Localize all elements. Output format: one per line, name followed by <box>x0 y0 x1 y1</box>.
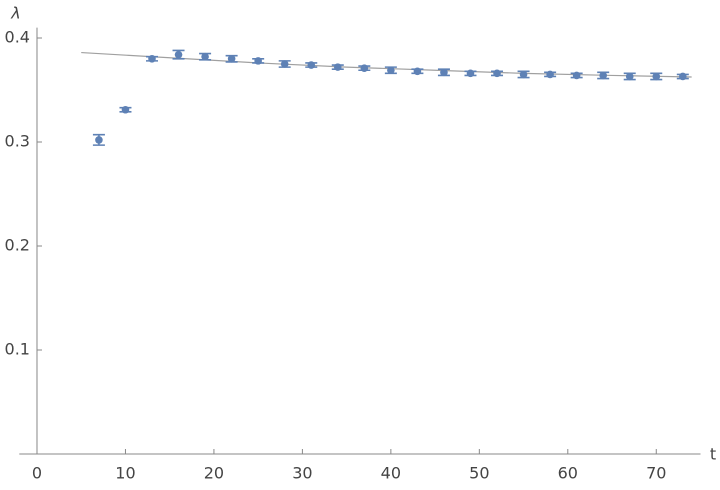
point <box>440 68 448 77</box>
point <box>519 70 528 79</box>
x-tick-label: 20 <box>204 464 224 483</box>
x-tick-label: 50 <box>469 464 489 483</box>
y-axis-label: λ <box>10 4 20 23</box>
point <box>599 71 607 80</box>
x-tick-label: 60 <box>558 464 578 483</box>
point <box>572 71 581 80</box>
point <box>174 50 183 59</box>
point <box>493 69 501 78</box>
point <box>652 72 661 81</box>
point <box>679 72 687 81</box>
point <box>546 70 554 79</box>
point <box>201 52 209 61</box>
point <box>625 72 634 81</box>
point <box>254 57 262 65</box>
x-tick-label: 40 <box>381 464 401 483</box>
x-tick-label: 0 <box>32 464 42 483</box>
x-tick-label: 70 <box>646 464 666 483</box>
y-tick-label: 0.4 <box>5 28 30 47</box>
point <box>413 67 422 76</box>
x-tick-label: 30 <box>292 464 312 483</box>
point <box>280 60 289 68</box>
point <box>148 55 156 63</box>
point <box>360 64 369 72</box>
x-axis-label: t <box>710 445 716 464</box>
point <box>121 105 130 114</box>
point <box>333 63 342 71</box>
y-tick-label: 0.2 <box>5 236 30 255</box>
x-tick-label: 10 <box>115 464 135 483</box>
point <box>95 136 103 144</box>
point <box>227 55 236 63</box>
point <box>466 69 475 78</box>
y-tick-label: 0.3 <box>5 132 30 151</box>
y-tick-label: 0.1 <box>5 340 30 359</box>
point <box>387 66 395 75</box>
point <box>307 61 316 69</box>
